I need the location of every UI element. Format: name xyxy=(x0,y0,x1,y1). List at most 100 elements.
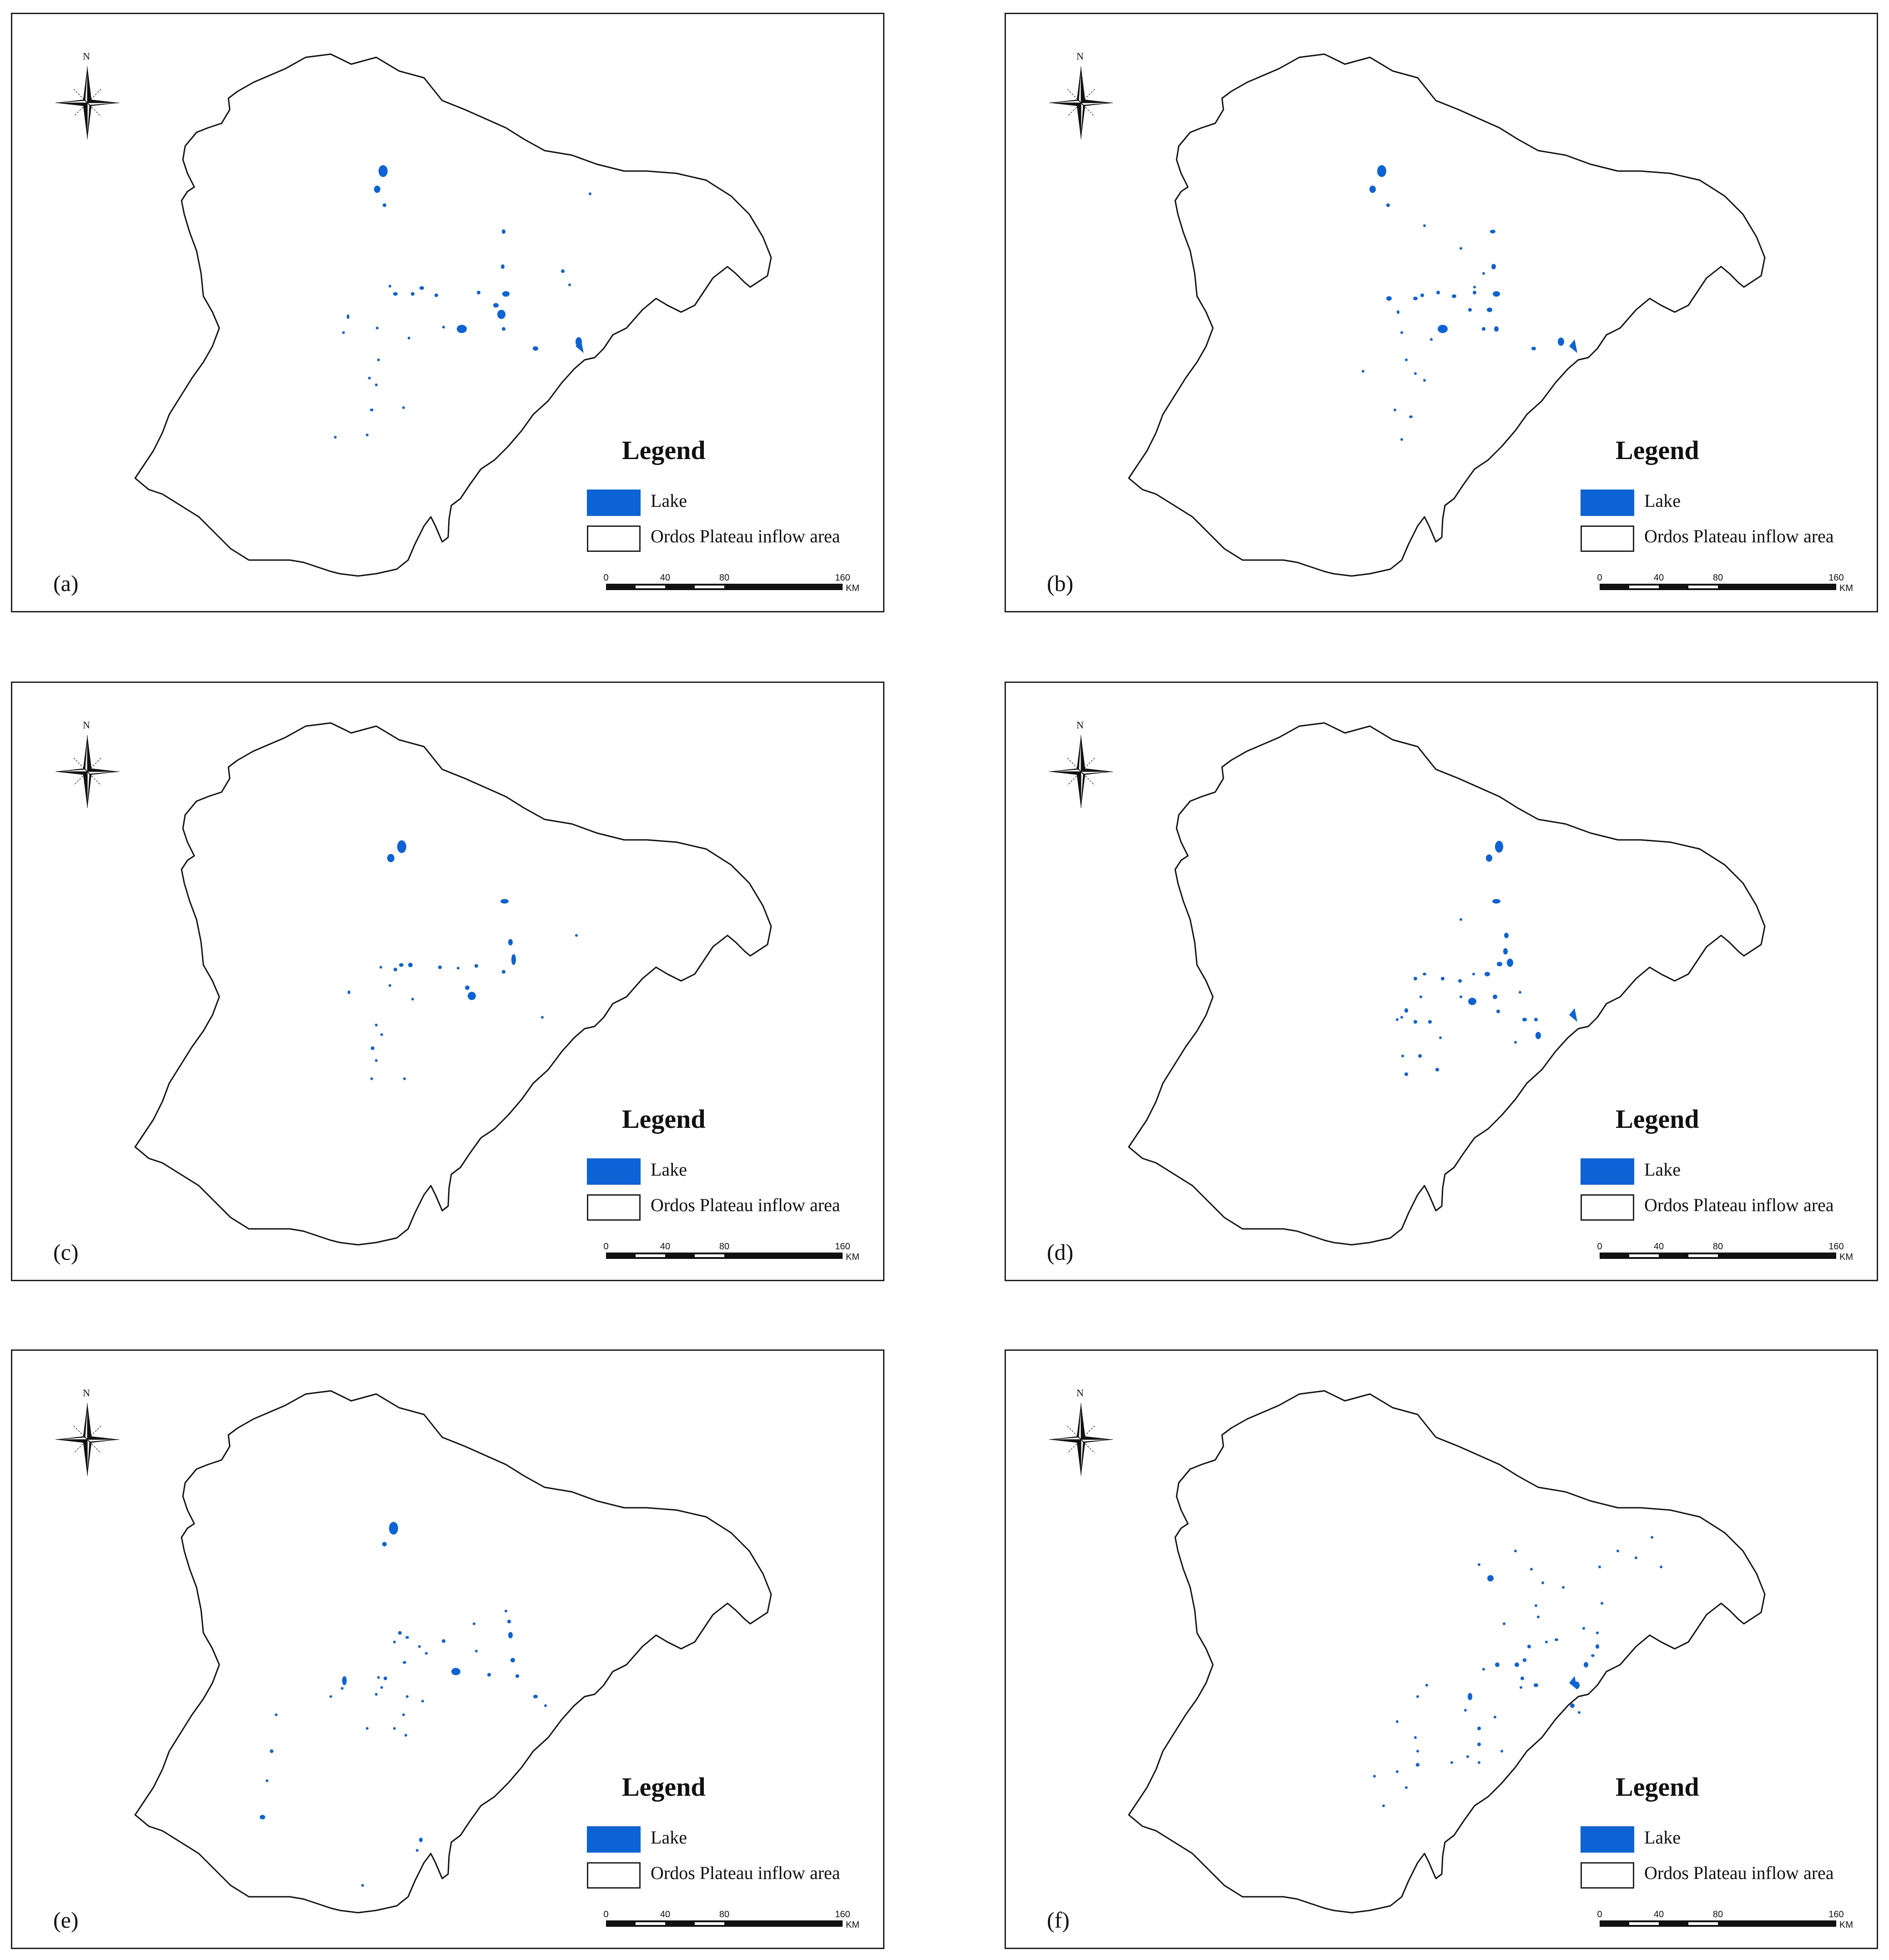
lake-mark xyxy=(405,1636,409,1639)
lake-mark xyxy=(403,1077,406,1080)
lake-mark xyxy=(438,965,442,969)
lake-mark xyxy=(1468,998,1476,1005)
lake-mark xyxy=(379,966,382,969)
lake-mark xyxy=(375,1059,378,1062)
scale-bar xyxy=(1600,1920,1836,1927)
lake-mark xyxy=(1493,291,1500,297)
lake-mark xyxy=(1423,379,1426,382)
lake-mark xyxy=(1495,841,1503,853)
lake-mark xyxy=(1460,247,1462,250)
lake-mark xyxy=(1569,1008,1577,1022)
legend-lake-swatch xyxy=(587,490,641,516)
lakes xyxy=(1396,841,1577,1076)
lakes xyxy=(1373,1536,1662,1807)
lake-mark xyxy=(399,963,404,967)
legend-area-label: Ordos Plateau inflow area xyxy=(1644,526,1834,546)
lake-mark xyxy=(1503,948,1508,955)
lake-mark xyxy=(1473,286,1476,288)
legend-lake-label: Lake xyxy=(651,490,687,511)
lake-mark xyxy=(376,327,379,329)
lake-mark xyxy=(475,964,478,968)
lake-mark xyxy=(511,954,516,965)
lake-mark xyxy=(1386,203,1390,207)
lake-mark xyxy=(468,992,476,1000)
lake-mark xyxy=(1555,1638,1558,1641)
lake-mark xyxy=(383,203,386,207)
lake-mark xyxy=(375,1693,378,1696)
scale-tick-label: 40 xyxy=(660,573,670,583)
lake-mark xyxy=(416,1849,419,1852)
legend-lake-label: Lake xyxy=(1644,1159,1681,1180)
lake-mark xyxy=(1416,1763,1419,1767)
lake-mark xyxy=(1535,1604,1537,1607)
scale-tick-label: 0 xyxy=(1597,1909,1602,1920)
legend-lake-swatch xyxy=(587,1158,641,1185)
lake-mark xyxy=(1582,1627,1585,1630)
lake-mark xyxy=(1416,1695,1419,1698)
north-label: N xyxy=(1076,1387,1084,1399)
lake-mark xyxy=(1494,326,1499,332)
lake-mark xyxy=(1494,1716,1496,1718)
lake-mark xyxy=(1458,979,1462,983)
lake-mark xyxy=(382,1542,387,1546)
scale-tick-label: 0 xyxy=(603,1909,608,1920)
scale-tick-label: 40 xyxy=(1654,573,1664,583)
lake-mark xyxy=(411,292,414,296)
lake-mark xyxy=(1477,1727,1481,1730)
lake-mark xyxy=(1503,1622,1505,1625)
lake-mark xyxy=(1362,370,1364,373)
lake-mark xyxy=(1596,1632,1599,1634)
lake-mark xyxy=(1491,264,1496,269)
scale-unit-label: KM xyxy=(1839,1252,1853,1262)
legend-area-swatch xyxy=(587,1862,641,1889)
lake-mark xyxy=(1460,918,1462,921)
lakes xyxy=(260,1522,547,1887)
lake-mark xyxy=(1477,1743,1481,1746)
legend-lake-label: Lake xyxy=(1644,1827,1681,1848)
lake-mark xyxy=(457,325,467,333)
legend-title: Legend xyxy=(1616,435,1699,465)
lake-mark xyxy=(270,1749,273,1753)
north-label: N xyxy=(1076,51,1084,62)
lake-mark xyxy=(1570,1703,1575,1708)
map-panel-b: N 0 40 80 160 KM Legend Lake Ordos Plateau in… xyxy=(1005,13,1878,612)
lake-mark xyxy=(451,1668,460,1675)
legend-lake-swatch xyxy=(1581,1158,1634,1185)
lake-mark xyxy=(1425,1684,1428,1687)
lake-mark xyxy=(1435,1068,1439,1071)
panel-label: (c) xyxy=(53,1239,79,1265)
map-panel-a: N 0 40 80 160 KM Legend Lake Ordos Plateau in… xyxy=(11,13,884,612)
lake-mark xyxy=(374,186,380,193)
legend-lake-label: Lake xyxy=(1644,490,1681,511)
lake-mark xyxy=(425,1652,428,1655)
lake-mark xyxy=(1635,1556,1637,1559)
lake-mark xyxy=(329,1695,332,1698)
lake-mark xyxy=(1660,1566,1662,1568)
lake-mark xyxy=(347,314,349,319)
lake-mark xyxy=(1430,338,1433,341)
lake-mark xyxy=(411,998,414,1000)
legend-lake-label: Lake xyxy=(651,1827,687,1848)
lake-mark xyxy=(418,1645,421,1648)
lake-mark xyxy=(1558,338,1564,346)
lake-mark xyxy=(1486,854,1492,862)
lake-mark xyxy=(1520,1677,1524,1680)
scale-tick-label: 160 xyxy=(835,1242,850,1252)
legend-title: Legend xyxy=(1616,1104,1699,1134)
lake-mark xyxy=(1500,1750,1503,1753)
lake-mark xyxy=(1478,1563,1480,1566)
lake-mark xyxy=(384,1677,387,1680)
lake-mark xyxy=(1438,325,1448,333)
scale-unit-label: KM xyxy=(846,1920,859,1930)
lake-mark xyxy=(1423,973,1426,975)
lake-mark xyxy=(366,434,369,436)
lake-mark xyxy=(1497,962,1502,966)
map-panel-d: N 0 40 80 160 KM Legend Lake Ordos Plateau in… xyxy=(1005,682,1878,1281)
map-panel-e: N 0 40 80 160 KM Legend Lake Ordos Plateau in… xyxy=(11,1349,884,1949)
lake-mark xyxy=(1423,224,1426,227)
lake-mark xyxy=(457,967,460,970)
lake-mark xyxy=(1394,409,1396,411)
lake-mark xyxy=(1405,359,1408,361)
